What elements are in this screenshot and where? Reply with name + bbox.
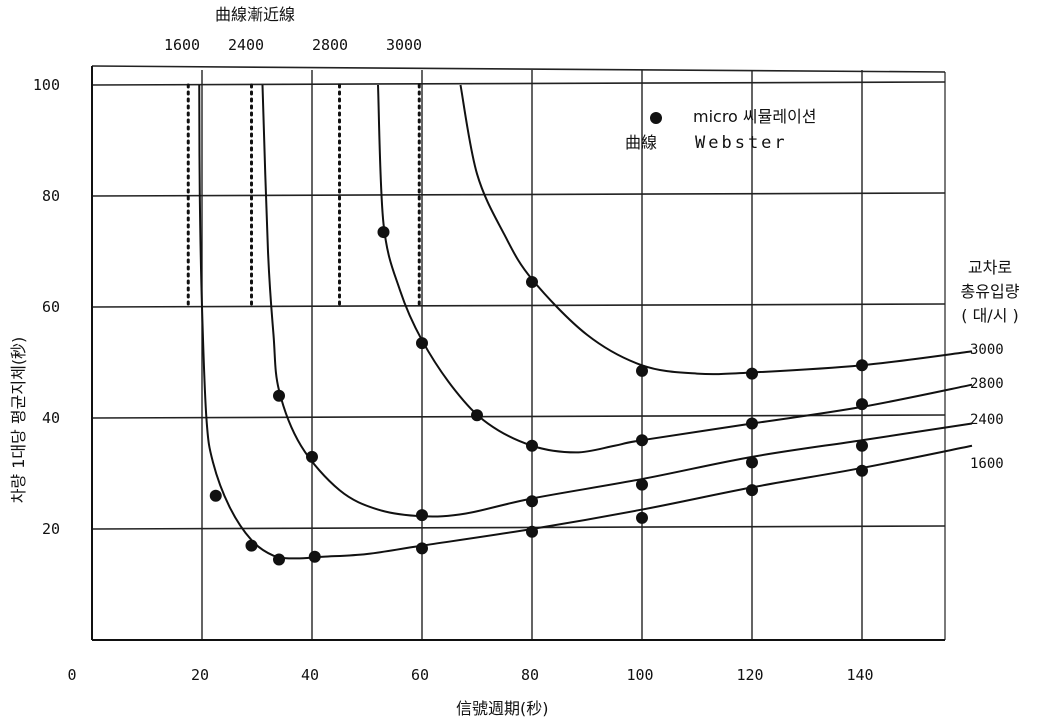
legend: micro 씨뮬레이션 曲線 Webster (625, 107, 817, 153)
point-2400-5 (746, 456, 758, 469)
asymptote-title: 曲線漸近線 (215, 5, 295, 24)
x-tick-label-20: 20 (191, 666, 209, 684)
point-2400-0 (273, 389, 285, 402)
asymptote-label-1600: 1600 (164, 36, 200, 54)
point-2800-1 (416, 337, 428, 350)
series-label-2800: 2800 (970, 376, 1004, 392)
tick-labels: 0 20 40 60 80 100 120 140 20 40 60 80 100 (33, 76, 874, 684)
side-legend-title: 교차로 총유입량 ( 대/시 ) (961, 258, 1020, 325)
point-2800-6 (856, 398, 868, 411)
y-tick-label-80: 80 (42, 187, 60, 205)
asymptote-label-2800: 2800 (312, 36, 348, 54)
plot-top-border (91, 65, 946, 73)
point-3000-2 (746, 367, 758, 380)
series-label-1600: 1600 (970, 456, 1004, 472)
grid-line-y-80 (91, 192, 946, 197)
series-label-2400: 2400 (970, 412, 1004, 428)
grid (91, 65, 946, 640)
series-curve-1600 (198, 84, 973, 560)
x-tick-label-120: 120 (736, 666, 763, 684)
point-3000-3 (856, 359, 868, 372)
point-1600-5 (526, 525, 538, 538)
x-tick-label-80: 80 (521, 666, 539, 684)
point-1600-7 (746, 484, 758, 497)
point-2800-0 (377, 226, 390, 239)
point-3000-1 (636, 364, 648, 377)
grid-line-y-40 (91, 414, 946, 419)
legend-marker (650, 112, 662, 124)
asymptotes: 1600 2400 2800 3000 (164, 36, 422, 309)
point-1600-3 (308, 550, 321, 563)
x-tick-label-60: 60 (411, 666, 429, 684)
y-axis-title: 차량 1대당 평균지체(秒) (9, 337, 28, 504)
x-tick-label-40: 40 (301, 666, 319, 684)
point-1600-6 (636, 511, 648, 524)
y-tick-label-60: 60 (42, 298, 60, 316)
point-2400-3 (526, 495, 538, 508)
grid-line-y-100 (91, 81, 946, 86)
legend-marker-label: micro 씨뮬레이션 (693, 107, 817, 126)
points (209, 226, 868, 566)
point-2800-5 (746, 417, 758, 430)
point-1600-1 (245, 539, 258, 552)
point-1600-2 (273, 553, 285, 566)
series-curve-3000 (459, 84, 973, 376)
point-2400-2 (416, 509, 428, 522)
point-1600-8 (856, 464, 868, 477)
x-tick-label-140: 140 (846, 666, 873, 684)
axes (91, 66, 945, 641)
x-axis-title: 信號週期(秒) (456, 699, 549, 718)
y-tick-label-100: 100 (33, 76, 60, 94)
point-2400-1 (306, 450, 318, 463)
point-2400-6 (856, 439, 868, 452)
grid-line-y-20 (91, 525, 946, 530)
x-tick-label-0: 0 (67, 666, 76, 684)
point-2400-4 (636, 478, 648, 491)
y-tick-label-40: 40 (42, 409, 60, 427)
side-title-line-3: ( 대/시 ) (961, 306, 1019, 325)
point-2800-2 (471, 409, 483, 422)
series-curve-2800 (377, 84, 973, 454)
legend-curve-label: 曲線 (625, 133, 657, 152)
x-tick-label-100: 100 (626, 666, 653, 684)
series-label-3000: 3000 (970, 342, 1004, 358)
point-1600-4 (416, 542, 428, 555)
point-2800-3 (526, 439, 538, 452)
y-tick-label-20: 20 (42, 520, 60, 538)
point-2800-4 (636, 434, 648, 447)
side-title-line-1: 교차로 (968, 258, 1012, 277)
point-1600-0 (209, 489, 222, 502)
point-3000-0 (526, 276, 538, 289)
legend-curve-name: Webster (695, 133, 788, 153)
series-curve-2400 (261, 84, 973, 518)
curves (198, 84, 973, 560)
asymptote-label-2400: 2400 (228, 36, 264, 54)
asymptote-label-3000: 3000 (386, 36, 422, 54)
series-labels: 3000 2800 2400 1600 (970, 342, 1004, 472)
side-title-line-2: 총유입량 (961, 282, 1020, 301)
grid-line-y-60 (91, 303, 946, 308)
